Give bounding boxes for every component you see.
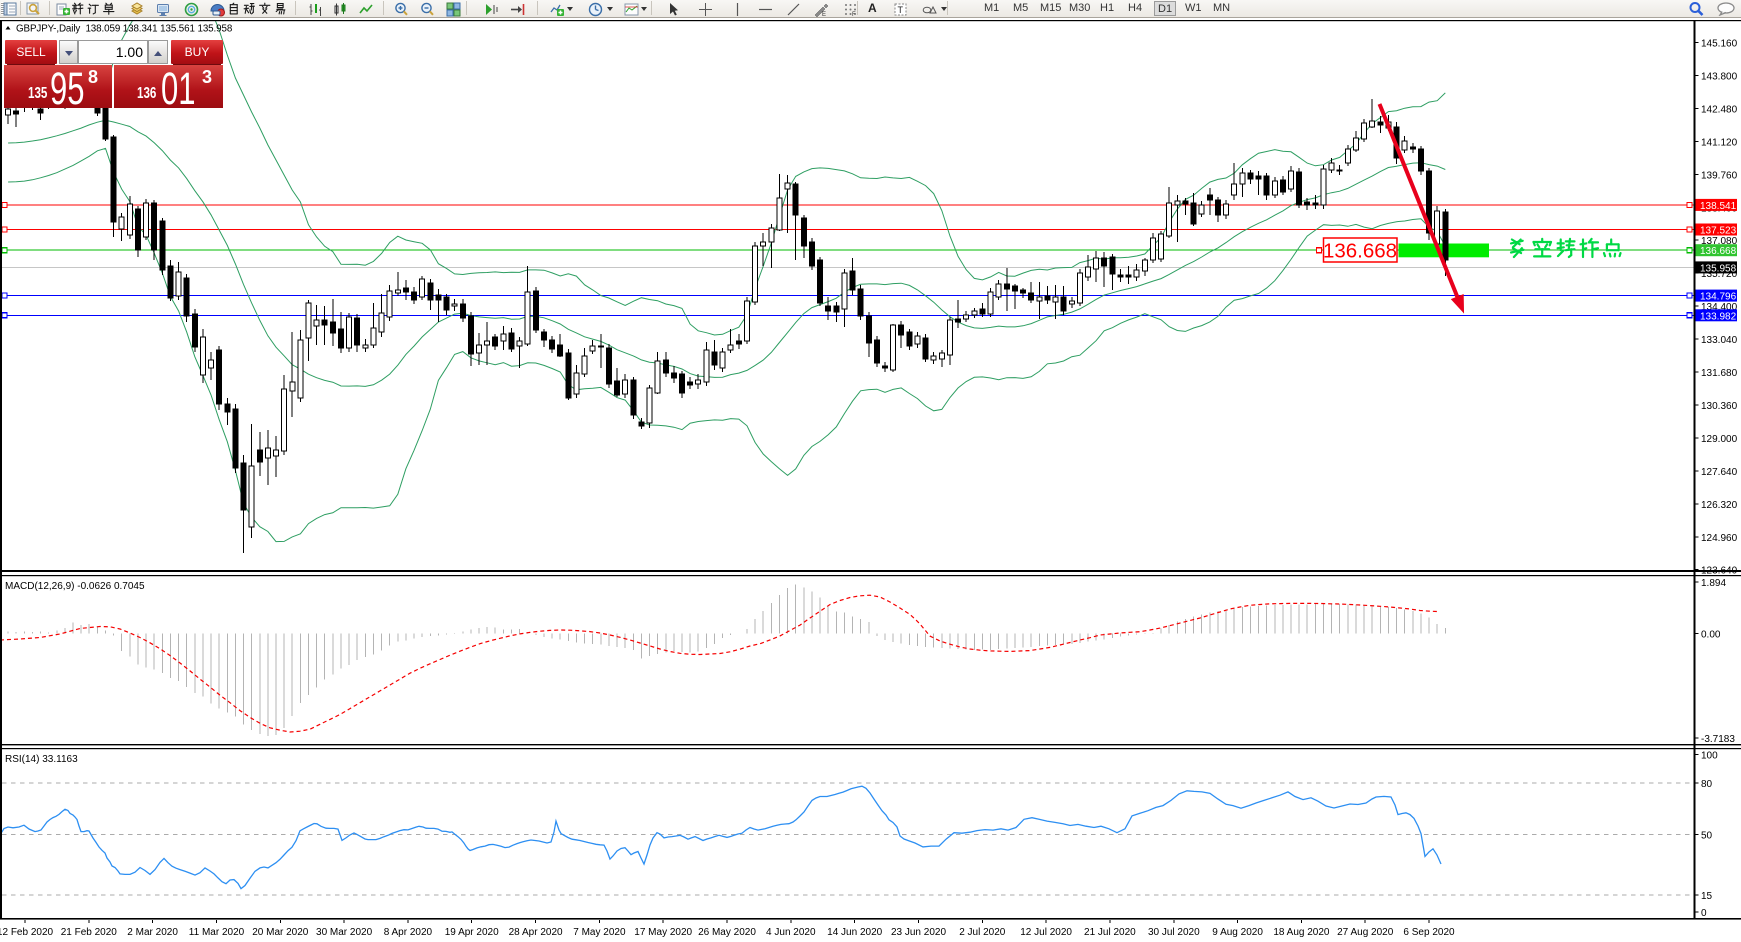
svg-text:8 Apr 2020: 8 Apr 2020: [384, 927, 433, 938]
svg-text:14 Jun 2020: 14 Jun 2020: [827, 927, 882, 938]
svg-text:T: T: [898, 5, 904, 15]
svg-text:136.668: 136.668: [1700, 246, 1737, 257]
svg-text:1.894: 1.894: [1701, 578, 1726, 589]
svg-text:21 Jul 2020: 21 Jul 2020: [1084, 927, 1136, 938]
svg-text:4 Jun 2020: 4 Jun 2020: [766, 927, 816, 938]
svg-text:RSI(14) 33.1163: RSI(14) 33.1163: [5, 754, 78, 765]
svg-text:-3.7183: -3.7183: [1701, 734, 1735, 745]
svg-text:50: 50: [1701, 831, 1713, 842]
svg-text:0: 0: [1701, 908, 1707, 919]
svg-text:135.720: 135.720: [1701, 269, 1738, 280]
svg-text:134.796: 134.796: [1700, 292, 1737, 303]
svg-text:28 Apr 2020: 28 Apr 2020: [509, 927, 563, 938]
svg-text:20 Mar 2020: 20 Mar 2020: [252, 927, 309, 938]
svg-text:19 Apr 2020: 19 Apr 2020: [445, 927, 499, 938]
svg-text:30 Jul 2020: 30 Jul 2020: [1148, 927, 1200, 938]
svg-text:17 May 2020: 17 May 2020: [634, 927, 692, 938]
svg-text:141.120: 141.120: [1701, 137, 1738, 148]
svg-text:133.040: 133.040: [1701, 335, 1738, 346]
svg-text:143.800: 143.800: [1701, 72, 1738, 83]
svg-text:7 May 2020: 7 May 2020: [573, 927, 626, 938]
svg-text:E: E: [822, 12, 826, 17]
svg-text:23 Jun 2020: 23 Jun 2020: [891, 927, 946, 938]
svg-text:12 Jul 2020: 12 Jul 2020: [1020, 927, 1072, 938]
svg-text:26 May 2020: 26 May 2020: [698, 927, 756, 938]
svg-text:27 Aug 2020: 27 Aug 2020: [1337, 927, 1394, 938]
svg-text:30 Mar 2020: 30 Mar 2020: [316, 927, 373, 938]
svg-text:GBPJPY-,Daily 138.059 138.341: GBPJPY-,Daily 138.059 138.341 135.561 13…: [16, 24, 233, 35]
svg-text:80: 80: [1701, 779, 1713, 790]
svg-text:145.160: 145.160: [1701, 39, 1738, 50]
svg-text:18 Aug 2020: 18 Aug 2020: [1273, 927, 1330, 938]
svg-text:2 Mar 2020: 2 Mar 2020: [127, 927, 178, 938]
svg-text:127.640: 127.640: [1701, 467, 1738, 478]
svg-text:133.982: 133.982: [1700, 311, 1737, 322]
svg-text:136.668: 136.668: [1323, 240, 1397, 263]
svg-text:15: 15: [1701, 891, 1713, 902]
svg-text:21 Feb 2020: 21 Feb 2020: [61, 927, 118, 938]
svg-text:137.523: 137.523: [1700, 226, 1737, 237]
svg-text:F: F: [852, 12, 856, 17]
svg-text:MACD(12,26,9) -0.0626 0.7045: MACD(12,26,9) -0.0626 0.7045: [5, 581, 145, 592]
svg-text:11 Mar 2020: 11 Mar 2020: [189, 927, 245, 938]
svg-text:100: 100: [1701, 751, 1718, 762]
svg-text:137.080: 137.080: [1701, 236, 1738, 247]
svg-text:0.00: 0.00: [1701, 630, 1721, 641]
svg-text:124.960: 124.960: [1701, 533, 1738, 544]
svg-text:129.000: 129.000: [1701, 434, 1738, 445]
svg-text:131.680: 131.680: [1701, 368, 1738, 379]
svg-text:139.760: 139.760: [1701, 170, 1738, 181]
svg-text:138.541: 138.541: [1700, 201, 1737, 212]
svg-text:126.320: 126.320: [1701, 500, 1738, 511]
svg-text:9 Aug 2020: 9 Aug 2020: [1212, 927, 1263, 938]
svg-text:142.480: 142.480: [1701, 104, 1738, 115]
svg-text:135.958: 135.958: [1700, 263, 1737, 274]
svg-text:6 Sep 2020: 6 Sep 2020: [1403, 927, 1455, 938]
svg-text:123.640: 123.640: [1701, 566, 1738, 577]
svg-text:12 Feb 2020: 12 Feb 2020: [0, 927, 54, 938]
svg-text:134.400: 134.400: [1701, 302, 1738, 313]
svg-text:130.360: 130.360: [1701, 401, 1738, 412]
svg-text:2 Jul 2020: 2 Jul 2020: [959, 927, 1006, 938]
